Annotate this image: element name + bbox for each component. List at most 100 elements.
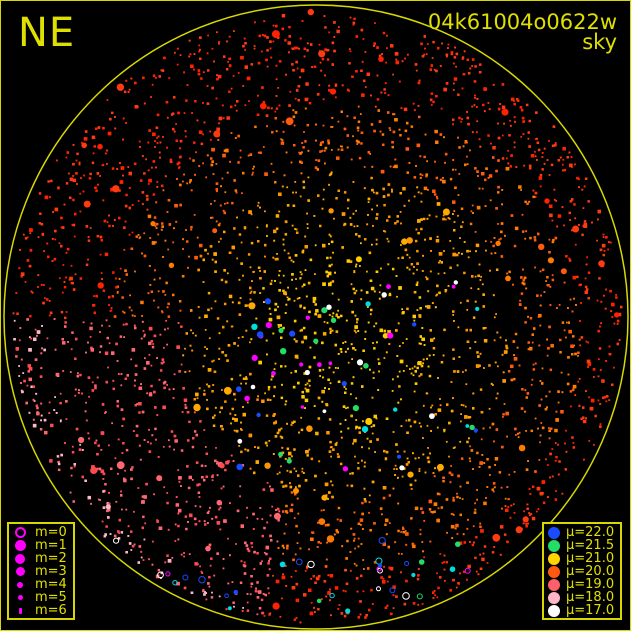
star [557,159,561,162]
star [196,119,199,122]
star [58,460,61,463]
star [186,182,189,185]
star [169,160,173,163]
star [257,266,261,269]
star [261,399,265,403]
star [70,466,73,470]
star [297,85,301,88]
star [339,348,343,351]
star [236,509,240,513]
star [455,253,459,257]
star [506,486,509,488]
star [221,177,224,180]
star [435,69,438,73]
star [89,326,93,331]
star [137,234,140,236]
star [400,222,402,225]
star [119,335,123,338]
star [375,270,379,273]
star [152,540,154,543]
star [368,494,371,497]
star [400,244,402,246]
star [106,336,109,340]
star [474,65,477,68]
star [345,407,347,410]
star [304,407,306,409]
star [240,429,243,431]
star [13,319,16,322]
star [227,344,231,347]
star [141,191,145,194]
star [410,125,414,128]
star [605,236,608,239]
star [242,607,244,609]
star [275,95,278,97]
star [325,403,328,406]
star [423,556,425,559]
star [346,88,350,92]
star [258,607,262,610]
star [329,588,331,591]
star [264,392,266,395]
star [211,390,214,393]
star [429,452,431,455]
star [523,276,527,280]
star [317,396,321,400]
star [108,214,110,217]
star [291,273,294,276]
star [305,450,309,454]
star [134,270,136,273]
star [598,347,602,350]
star [379,328,383,333]
star [453,221,456,223]
star [280,480,284,484]
star [436,572,438,575]
star [227,60,229,63]
star [321,400,324,403]
star [46,242,49,245]
star [329,574,334,578]
star [420,200,423,203]
star [148,353,151,356]
star [61,338,64,341]
star [587,271,591,274]
star [459,513,462,517]
star [291,47,295,50]
star [187,486,191,490]
star [360,367,363,370]
star [245,377,248,380]
star [331,495,334,499]
star [422,217,426,221]
star [143,335,146,338]
star [518,364,521,367]
star [277,431,280,434]
star [571,353,574,356]
star [200,464,204,467]
star [439,576,442,579]
star [508,473,511,476]
star [112,225,114,227]
star [388,522,391,524]
star [245,376,247,378]
star [173,96,176,99]
star [239,374,242,377]
star [499,525,504,529]
star [468,437,470,440]
star [270,279,273,282]
star [366,72,370,76]
star [42,301,45,305]
star [256,613,259,616]
star [104,483,107,486]
star [410,488,413,490]
star [351,310,354,314]
star [449,266,452,269]
star [587,297,590,300]
star [206,154,209,157]
star [294,111,298,114]
star [239,149,242,152]
star [36,411,39,413]
star [406,253,409,256]
star [111,111,114,115]
star [130,309,133,312]
star [74,388,77,391]
